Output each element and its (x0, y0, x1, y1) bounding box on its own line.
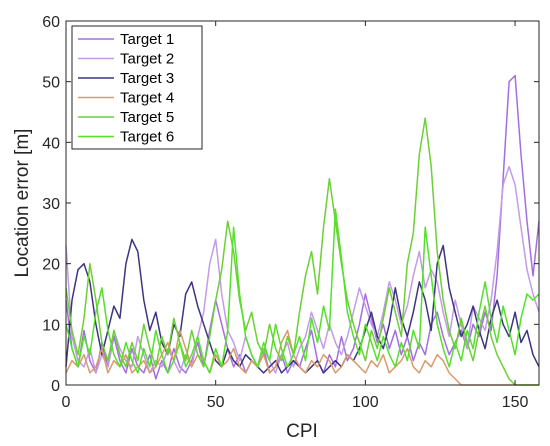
ticks-layer: 0 50 100 150 0 10 20 30 40 50 60 (42, 14, 539, 411)
y-axis-title: Location error [m] (12, 129, 33, 278)
legend-label-target-3: Target 3 (120, 70, 174, 87)
legend-label-target-6: Target 6 (120, 129, 174, 146)
legend-label-target-2: Target 2 (120, 51, 174, 68)
y-tick-label: 60 (42, 14, 60, 31)
legend: Target 1 Target 2 Target 3 Target 4 Target 5… (71, 25, 203, 150)
x-tick-label: 100 (352, 394, 379, 411)
y-tick-label: 20 (42, 257, 60, 274)
x-tick-label: 0 (62, 394, 71, 411)
legend-label-target-4: Target 4 (120, 90, 174, 107)
legend-box (71, 25, 203, 150)
y-tick-label: 0 (51, 378, 60, 395)
legend-label-target-5: Target 5 (120, 109, 174, 126)
series-line-target-6 (65, 208, 540, 374)
x-tick-label: 50 (207, 394, 225, 411)
y-tick-label: 30 (42, 196, 60, 213)
x-tick-label: 150 (502, 394, 529, 411)
y-tick-label: 10 (42, 317, 60, 334)
y-tick-label: 50 (42, 75, 60, 92)
x-axis-title: CPI (286, 421, 318, 442)
series-line-target-4 (65, 329, 539, 386)
legend-label-target-1: Target 1 (120, 31, 174, 48)
y-tick-label: 40 (42, 135, 60, 152)
series-line-target-5 (65, 117, 539, 386)
series-layer (65, 74, 540, 386)
